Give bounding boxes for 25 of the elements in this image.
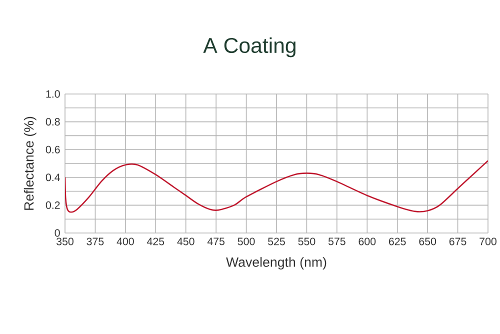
line-series [65,160,488,213]
x-tick-label: 525 [268,238,285,246]
x-tick-label: 475 [207,238,225,246]
y-tick-label: 1.0 [46,90,60,98]
chart-title: A Coating [203,37,296,58]
x-tick-label: 575 [328,238,346,246]
y-axis-title: Reflectance (%) [24,116,36,210]
x-tick-label: 425 [147,238,164,246]
x-tick-label: 625 [389,238,406,246]
x-tick-label: 350 [56,238,74,246]
y-tick-label: 0.4 [46,174,60,182]
x-tick-label: 550 [298,238,316,246]
y-tick-label: 0.2 [46,201,60,209]
x-tick-label: 700 [480,238,496,246]
x-tick-label: 400 [116,238,134,246]
x-tick-label: 375 [86,238,104,246]
y-tick-label: 0.6 [46,146,60,154]
x-tick-label: 600 [358,238,376,246]
x-tick-label: 500 [238,238,255,246]
x-tick-label: 450 [177,238,194,246]
x-tick-label: 675 [449,238,466,246]
x-axis-title: Wavelength (nm) [226,257,326,270]
y-tick-label: 0 [54,229,60,237]
y-tick-label: 0.8 [46,118,60,126]
x-tick-label: 650 [419,238,436,246]
